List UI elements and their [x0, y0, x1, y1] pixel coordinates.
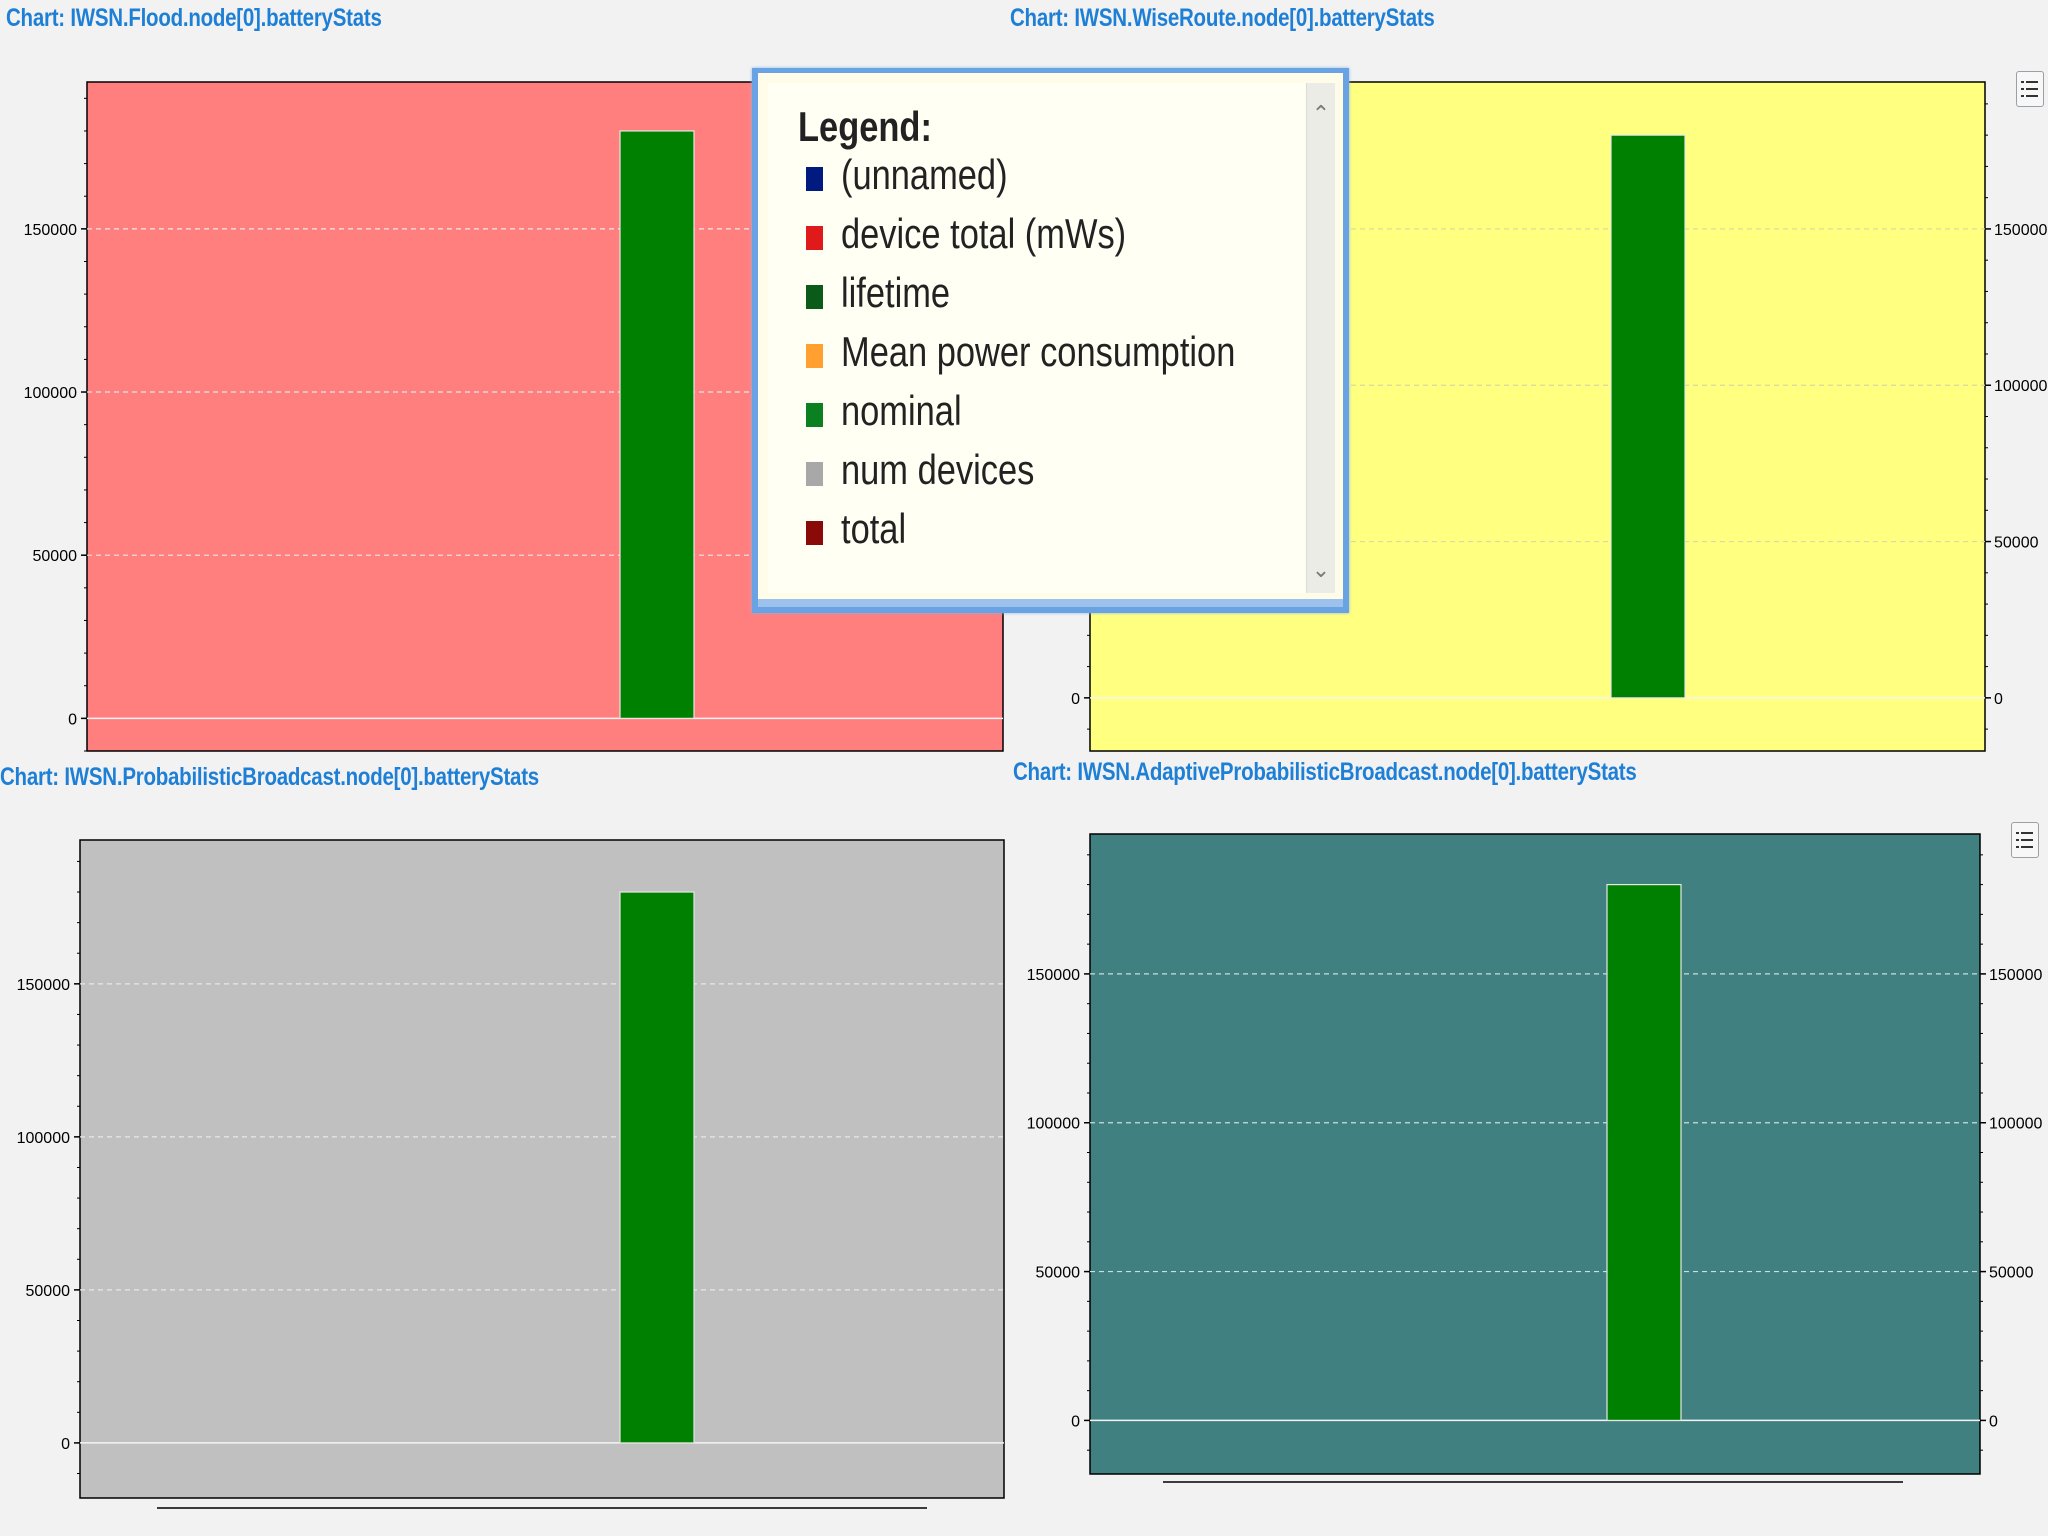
legend-frame-bottom [758, 599, 1343, 607]
y-tick-label: 50000 [1036, 1265, 1081, 1282]
chart-title-flood: Chart: IWSN.Flood.node[0].batteryStats [6, 4, 382, 32]
y-tick-label-right: 50000 [1989, 1265, 2034, 1282]
y-tick-label: 150000 [24, 222, 77, 239]
y-tick-label-right: 150000 [1994, 222, 2047, 239]
y-tick-label: 50000 [26, 1283, 71, 1300]
plot-area [79, 839, 1005, 1499]
y-tick-label-right: 50000 [1994, 535, 2039, 552]
legend-list: Legend: (unnamed) device total (mWs) lif… [768, 83, 1305, 593]
y-tick-label: 0 [61, 1436, 70, 1453]
legend-toggle-button-wiseroute[interactable] [2016, 71, 2044, 107]
chart-3: 0 0 50000 50000 100000 100000 150000 150000 [1027, 833, 2042, 1483]
legend-swatch [806, 344, 823, 368]
y-tick-label-right: 100000 [1989, 1116, 2042, 1133]
y-tick-label: 0 [1071, 1413, 1080, 1430]
y-tick-label: 0 [68, 711, 77, 728]
y-tick-label: 100000 [17, 1130, 70, 1147]
y-tick-label-right: 0 [1989, 1413, 1998, 1430]
y-tick-label-right: 0 [1994, 691, 2003, 708]
legend-item-label: lifetime [841, 269, 951, 316]
legend-swatch [806, 521, 823, 545]
legend-toggle-button-adaptive[interactable] [2011, 822, 2039, 858]
legend-scrollbar[interactable]: ⌃ ⌄ [1306, 83, 1335, 593]
chart-title-adaptive-probabilistic-broadcast: Chart: IWSN.AdaptiveProbabilisticBroadca… [1013, 758, 1637, 786]
y-tick-label-right: 100000 [1994, 378, 2047, 395]
y-tick-label: 0 [1071, 691, 1080, 708]
bar-nominal [619, 130, 695, 719]
legend-title: Legend: [798, 103, 932, 150]
y-tick-label: 100000 [1027, 1116, 1080, 1133]
legend-popup: Legend: (unnamed) device total (mWs) lif… [752, 68, 1349, 613]
legend-item-label: Mean power consumption [841, 328, 1236, 375]
legend-item-label: total [841, 505, 907, 552]
legend-swatch [806, 167, 823, 191]
chevron-down-icon[interactable]: ⌄ [1311, 557, 1331, 582]
y-tick-label: 150000 [17, 977, 70, 994]
legend-item-label: num devices [841, 446, 1035, 493]
legend-item-label: device total (mWs) [841, 210, 1127, 257]
legend-swatch [806, 462, 823, 486]
chart-title-wiseroute: Chart: IWSN.WiseRoute.node[0].batterySta… [1010, 4, 1435, 32]
chevron-up-icon[interactable]: ⌃ [1311, 101, 1331, 126]
y-tick-label: 100000 [24, 385, 77, 402]
legend-swatch [806, 403, 823, 427]
y-tick-label: 50000 [33, 548, 78, 565]
y-tick-label: 150000 [1027, 967, 1080, 984]
bar-nominal [1606, 884, 1682, 1422]
legend-item-label: nominal [841, 387, 962, 434]
legend-swatch [806, 226, 823, 250]
legend-item-label: (unnamed) [841, 151, 1008, 198]
chart-2: 0 50000 100000 150000 [17, 839, 1005, 1509]
plot-area [1089, 833, 1981, 1475]
bar-nominal [1610, 134, 1686, 699]
chart-title-probabilistic-broadcast: Chart: IWSN.ProbabilisticBroadcast.node[… [0, 763, 539, 791]
y-tick-label-right: 150000 [1989, 967, 2042, 984]
legend-swatch [806, 285, 823, 309]
bar-nominal [619, 891, 695, 1444]
chart-0: 0 50000 100000 150000 [24, 81, 1004, 752]
